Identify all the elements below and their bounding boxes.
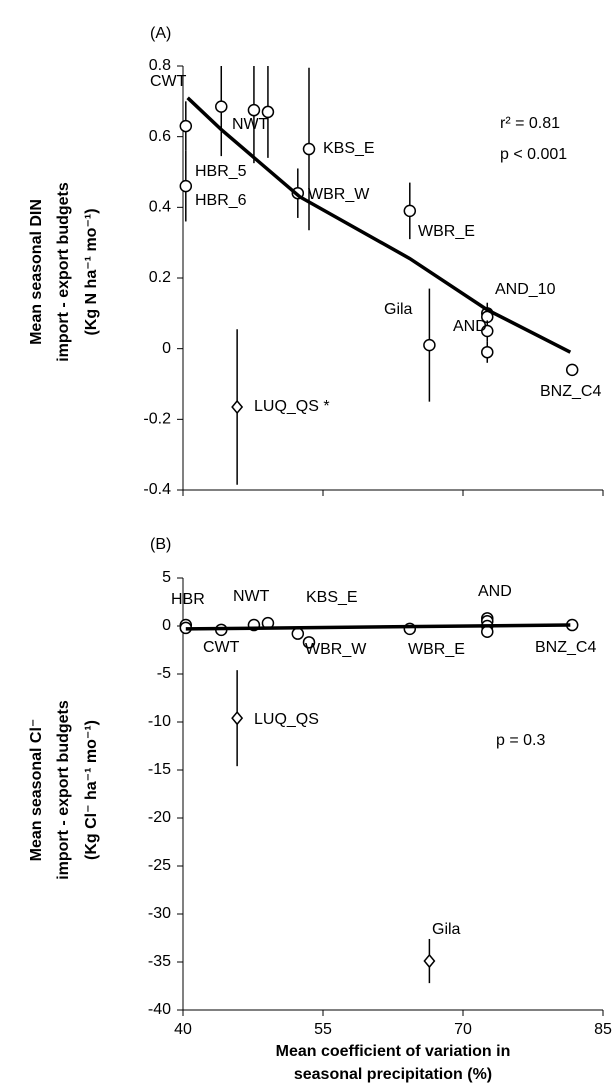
y-tick-label: -0.4 xyxy=(143,481,171,498)
data-point xyxy=(481,324,494,338)
y-tick-label: -30 xyxy=(148,905,171,922)
y-tick-label: 5 xyxy=(162,569,171,586)
data-point xyxy=(565,363,579,377)
annotation: NWT xyxy=(233,588,270,605)
annotation: CWT xyxy=(203,639,240,656)
y-axis-label: import - export budgets xyxy=(55,182,72,362)
y-tick-label: 0.8 xyxy=(149,57,171,74)
annotation: AND xyxy=(453,318,487,335)
annotation: AND xyxy=(478,583,512,600)
x-tick-label: 40 xyxy=(174,1021,192,1038)
y-axis-label: Mean seasonal DIN xyxy=(28,199,45,345)
plot-area xyxy=(179,612,579,984)
data-point xyxy=(403,204,417,218)
x-tick-label: 70 xyxy=(454,1021,472,1038)
annotation: Gila xyxy=(432,921,461,938)
x-axis-label: seasonal precipitation (%) xyxy=(294,1066,492,1083)
y-axis-label: (Kg Cl⁻ ha⁻¹ mo⁻¹) xyxy=(83,720,100,860)
data-point xyxy=(179,179,193,193)
annotation: AND_10 xyxy=(495,281,556,298)
annotation: KBS_E xyxy=(323,140,375,157)
data-point xyxy=(423,953,436,969)
data-point xyxy=(423,338,436,352)
annotation: r² = 0.81 xyxy=(500,115,560,132)
data-point xyxy=(231,710,244,726)
y-tick-label: -20 xyxy=(148,809,171,826)
x-tick-label: 55 xyxy=(314,1021,332,1038)
annotation: Gila xyxy=(384,301,413,318)
annotation: HBR_6 xyxy=(195,192,247,209)
panel-title: (A) xyxy=(150,25,171,42)
data-point xyxy=(231,399,244,415)
data-point xyxy=(215,100,228,113)
data-point xyxy=(261,105,275,119)
fit-line xyxy=(185,623,571,631)
annotation: p < 0.001 xyxy=(500,146,567,163)
annotation: NWT xyxy=(232,116,269,133)
y-tick-label: -15 xyxy=(148,761,171,778)
y-tick-label: 0 xyxy=(162,340,171,357)
annotation: BNZ_C4 xyxy=(540,383,601,400)
y-tick-label: -25 xyxy=(148,857,171,874)
y-tick-label: -35 xyxy=(148,953,171,970)
data-point xyxy=(302,636,316,649)
annotation: CWT xyxy=(150,73,187,90)
x-tick-label: 85 xyxy=(594,1021,612,1038)
y-tick-label: 0.4 xyxy=(149,199,171,216)
y-tick-label: -5 xyxy=(157,665,171,682)
annotation: WBR_E xyxy=(408,641,465,658)
y-tick-label: 0.2 xyxy=(149,269,171,286)
panel-title: (B) xyxy=(150,536,171,553)
annotation: LUQ_QS * xyxy=(254,398,330,415)
y-axis-label: (Kg N ha⁻¹ mo⁻¹) xyxy=(83,208,100,335)
annotation: WBR_W xyxy=(308,186,370,203)
annotation: WBR_W xyxy=(305,641,367,658)
annotation: WBR_E xyxy=(418,223,475,240)
data-point xyxy=(247,103,261,117)
annotation: HBR_5 xyxy=(195,163,247,180)
y-tick-label: 0.6 xyxy=(149,128,171,145)
y-tick-label: -0.2 xyxy=(143,411,171,428)
annotation: p = 0.3 xyxy=(496,732,545,749)
data-point xyxy=(481,625,494,639)
data-point xyxy=(291,627,305,640)
plot-area xyxy=(179,66,579,485)
annotation: HBR xyxy=(171,591,205,608)
y-axis-label: import - export budgets xyxy=(55,700,72,880)
annotation: LUQ_QS xyxy=(254,711,319,728)
y-tick-label: -40 xyxy=(148,1001,171,1018)
data-point xyxy=(179,119,193,133)
data-point xyxy=(302,142,316,156)
x-axis-label: Mean coefficient of variation in xyxy=(276,1043,511,1060)
y-tick-label: 0 xyxy=(162,617,171,634)
y-axis-label: Mean seasonal Cl⁻ xyxy=(28,719,45,862)
annotation: KBS_E xyxy=(306,589,358,606)
fit-line xyxy=(186,96,572,354)
annotation: BNZ_C4 xyxy=(535,639,596,656)
data-point xyxy=(481,345,494,359)
y-tick-label: -10 xyxy=(148,713,171,730)
